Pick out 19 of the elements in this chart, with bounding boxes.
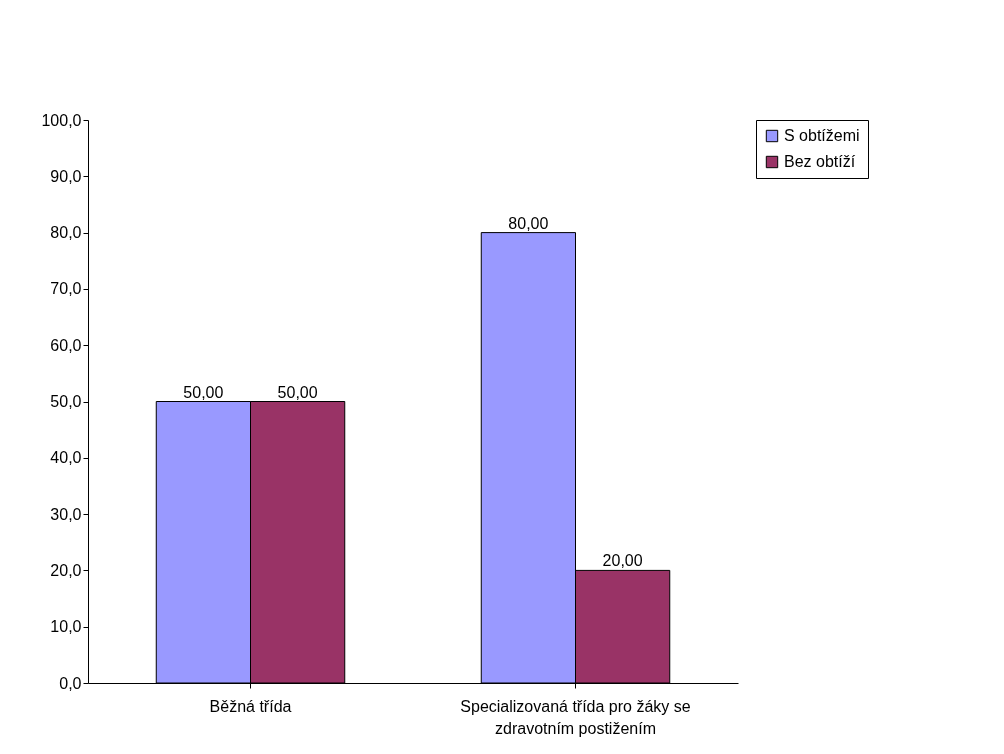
legend-label: S obtížemi bbox=[784, 127, 860, 144]
y-tick-label: 60,0 bbox=[50, 336, 82, 354]
y-tick-label: 0,0 bbox=[59, 674, 82, 692]
y-tick-label: 50,0 bbox=[50, 393, 82, 410]
y-tick-label: 80,0 bbox=[50, 224, 82, 242]
data-label: 20,00 bbox=[602, 552, 643, 570]
y-tick-label: 10,0 bbox=[50, 618, 82, 636]
data-label: 50,00 bbox=[277, 383, 318, 401]
y-tick-label: 90,0 bbox=[50, 167, 82, 185]
y-tick-label: 30,0 bbox=[50, 505, 82, 523]
data-label: 80,00 bbox=[508, 214, 549, 232]
data-label: 50,00 bbox=[183, 383, 224, 401]
y-tick-label: 70,0 bbox=[50, 280, 82, 298]
x-tick-label: Specializovaná třída pro žáky se zdravotním postižením bbox=[460, 697, 691, 737]
legend-label: Bez obtíží bbox=[784, 153, 856, 170]
y-tick-label: 40,0 bbox=[50, 449, 82, 467]
y-tick-label: 20,0 bbox=[50, 561, 82, 579]
x-tick-label: Běžná třída bbox=[209, 697, 292, 715]
y-tick-label: 100,0 bbox=[41, 111, 82, 129]
